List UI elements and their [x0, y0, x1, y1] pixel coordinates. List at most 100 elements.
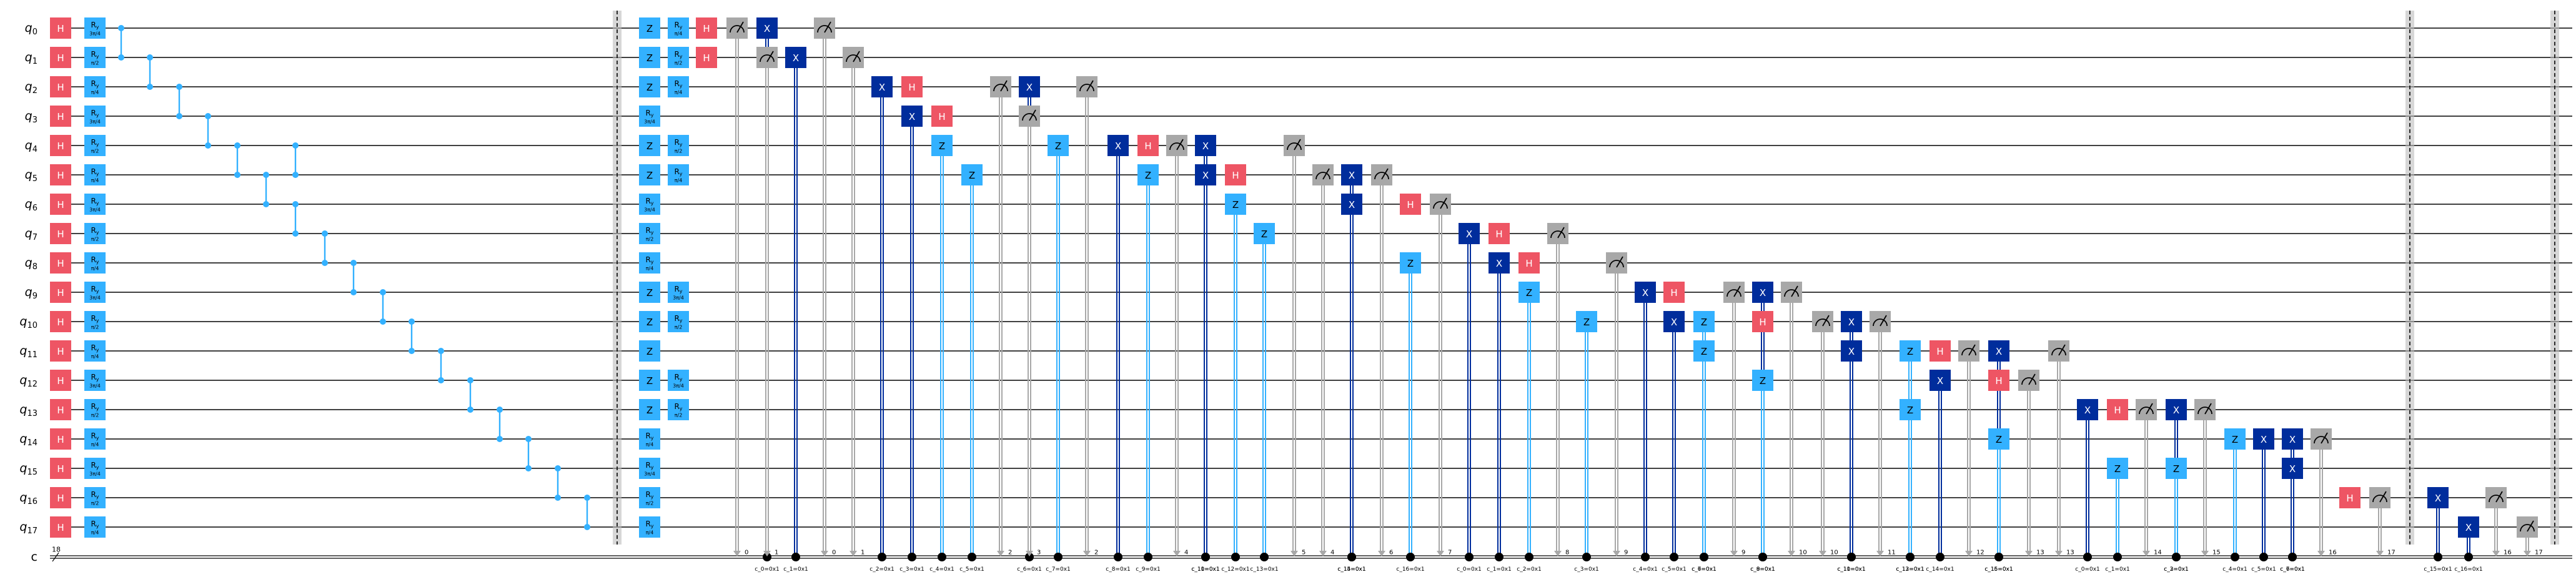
meter-needle [824, 21, 831, 33]
barrier [2550, 11, 2559, 545]
condition-dot [2113, 553, 2122, 561]
condition-dot [1465, 553, 1474, 561]
condition-label: c_10=0x1 [1191, 566, 1219, 573]
condition-label: c_0=0x1 [1457, 566, 1482, 573]
condition-label: c_7=0x1 [2280, 566, 2305, 573]
cz-dot [409, 348, 415, 354]
h-gate-label: H [57, 258, 64, 269]
meter-arc [730, 25, 745, 33]
cz-dot [292, 172, 299, 178]
cz-dot [176, 113, 182, 119]
condition-label: c_4=0x1 [2222, 566, 2247, 573]
measure-bit-label: 1 [775, 550, 778, 556]
h-gate-label: H [57, 493, 64, 504]
z-gate-label: Z [646, 170, 653, 181]
condition-dot [1495, 553, 1503, 561]
condition-dot [763, 553, 771, 561]
cz-dot [584, 524, 590, 530]
ry-gate [84, 106, 106, 127]
ry-gate [639, 516, 660, 538]
x-gate-label: X [2261, 434, 2267, 445]
condition-label: c_0=0x1 [2075, 566, 2100, 573]
barrier [2405, 11, 2414, 545]
condition-dot [1144, 553, 1152, 561]
cz-dot [147, 84, 153, 90]
condition-dot [1758, 553, 1767, 561]
h-gate [1400, 194, 1421, 215]
z-gate-label: Z [1583, 317, 1590, 328]
ry-angle: π/4 [91, 178, 99, 184]
condition-dot [1054, 553, 1063, 561]
x-gate-label: X [1996, 346, 2002, 357]
measure-arrow [1730, 551, 1738, 556]
condition-label: c_4=0x1 [1633, 566, 1658, 573]
h-gate [50, 399, 71, 420]
condition-label: c_10=0x1 [1837, 566, 1865, 573]
h-gate [1137, 135, 1159, 156]
h-gate [50, 106, 71, 127]
h-gate-label: H [57, 317, 64, 328]
condition-dot [1641, 553, 1650, 561]
z-gate [639, 76, 660, 97]
h-gate-label: H [57, 141, 64, 152]
cz-dot [525, 465, 532, 471]
measure-gate [1958, 340, 1979, 362]
cz-dot [350, 289, 357, 295]
z-gate-label: Z [969, 170, 975, 181]
condition-label: c_6=0x1 [2280, 566, 2305, 573]
condition-dot [1231, 553, 1240, 561]
measure-bit-label: 2 [1008, 550, 1012, 556]
x-gate-label: X [2289, 434, 2296, 445]
z-gate [1137, 164, 1159, 185]
condition-dot [1994, 553, 2003, 561]
x-gate-label: X [2435, 493, 2441, 504]
x-gate [2427, 487, 2449, 508]
condition-dot [2288, 553, 2297, 561]
h-gate-label: H [57, 463, 64, 475]
measure-gate [1312, 164, 1334, 185]
meter-arc [1433, 201, 1448, 209]
qubit-label: q2 [25, 80, 37, 96]
z-gate-label: Z [1907, 346, 1913, 357]
measure-arrow [1876, 551, 1884, 556]
cz-dot [234, 172, 240, 178]
ry-gate [84, 135, 106, 156]
h-gate-label: H [703, 52, 710, 64]
ry-gate [84, 399, 106, 420]
measure-arrow [1613, 551, 1620, 556]
measure-arrow [763, 551, 771, 556]
condition-label: c_0=0x1 [755, 566, 780, 573]
measure-arrow [850, 551, 857, 556]
h-gate-label: H [1525, 258, 1532, 269]
ry-angle: π/4 [91, 90, 99, 96]
h-gate [50, 164, 71, 185]
condition-dot [791, 553, 800, 561]
x-gate-label: X [1937, 375, 1943, 387]
measure-arrow [2492, 551, 2500, 556]
qubit-label: q14 [19, 432, 37, 448]
condition-label: c_16=0x1 [1396, 566, 1424, 573]
cz-dot [263, 201, 269, 207]
ry-angle: π/4 [646, 442, 654, 448]
condition-label: c_3=0x1 [899, 566, 924, 573]
meter-arc [1961, 348, 1976, 356]
ry-gate [84, 223, 106, 244]
h-gate-label: H [57, 522, 64, 533]
measure-arrow [2524, 551, 2531, 556]
ry-gate [639, 487, 660, 508]
condition-dot [908, 553, 916, 561]
condition-dot [1700, 553, 1708, 561]
h-gate [50, 194, 71, 215]
x-gate [1195, 135, 1216, 156]
x-gate-label: X [2465, 522, 2472, 533]
z-gate-label: Z [1407, 258, 1414, 269]
cz-dot [584, 495, 590, 501]
ry-angle: 3π/4 [89, 383, 101, 389]
z-gate-label: Z [646, 405, 653, 416]
x-gate-label: X [1671, 317, 1677, 328]
condition-label: c_9=0x1 [1136, 566, 1161, 573]
ry-gate [84, 164, 106, 185]
meter-needle [1557, 227, 1565, 239]
meter-arc [1873, 318, 1888, 327]
x-gate-label: X [1496, 258, 1502, 269]
